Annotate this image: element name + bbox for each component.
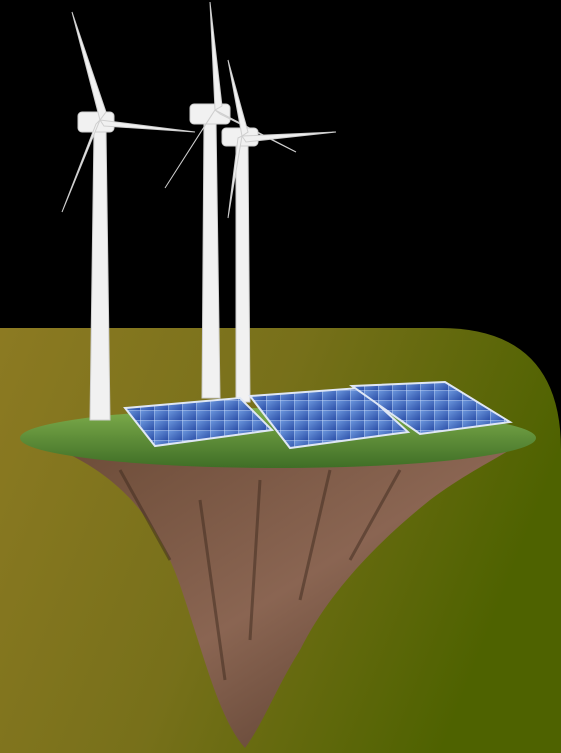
turbine-blades bbox=[227, 59, 337, 219]
turbine-tower bbox=[89, 129, 111, 421]
wind-turbines bbox=[61, 1, 337, 421]
turbine-blades bbox=[61, 11, 196, 213]
turbine-nacelle bbox=[189, 103, 231, 125]
turbine-tower bbox=[235, 144, 251, 403]
solar-panel bbox=[123, 396, 275, 448]
rock-texture bbox=[118, 469, 402, 681]
solar-panel bbox=[349, 380, 513, 436]
solar-panels bbox=[123, 380, 513, 450]
island-rock bbox=[35, 440, 525, 748]
solar-panel bbox=[248, 386, 411, 450]
